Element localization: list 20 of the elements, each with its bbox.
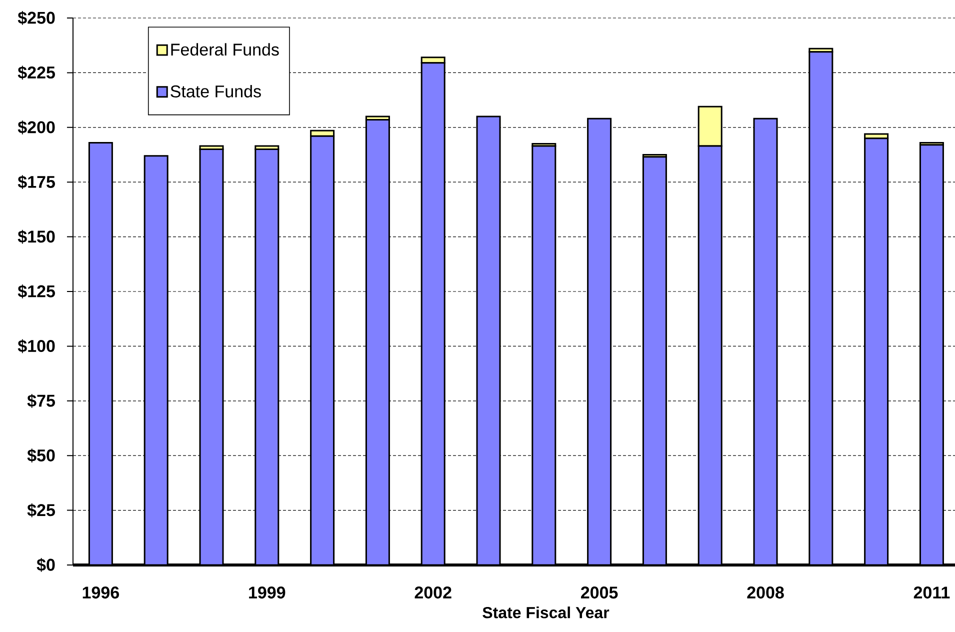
x-tick-label: 1999	[249, 586, 286, 599]
x-tick-label: 2011	[914, 586, 950, 599]
y-tick-label: $150	[18, 230, 55, 244]
y-tick-label: $50	[27, 448, 55, 463]
x-tick-label: 1996	[82, 586, 119, 599]
y-tick-label: $100	[18, 339, 55, 354]
y-tick-label: $125	[18, 284, 55, 298]
x-axis-title: State Fiscal Year	[482, 606, 610, 618]
y-tick-label: $250	[18, 11, 55, 25]
y-tick-label: $225	[18, 66, 55, 80]
x-tick-label: 2002	[414, 586, 452, 599]
legend-label: State Funds	[170, 84, 261, 98]
x-tick-label: 2008	[747, 586, 784, 599]
y-tick-label: $200	[18, 120, 55, 134]
legend-label: Federal Funds	[171, 43, 279, 56]
y-tick-label: $25	[27, 503, 55, 518]
y-tick-label: $175	[18, 175, 55, 190]
x-tick-label: 2005	[580, 586, 618, 599]
y-tick-label: $75	[27, 394, 55, 408]
y-tick-label: $0	[36, 558, 55, 572]
